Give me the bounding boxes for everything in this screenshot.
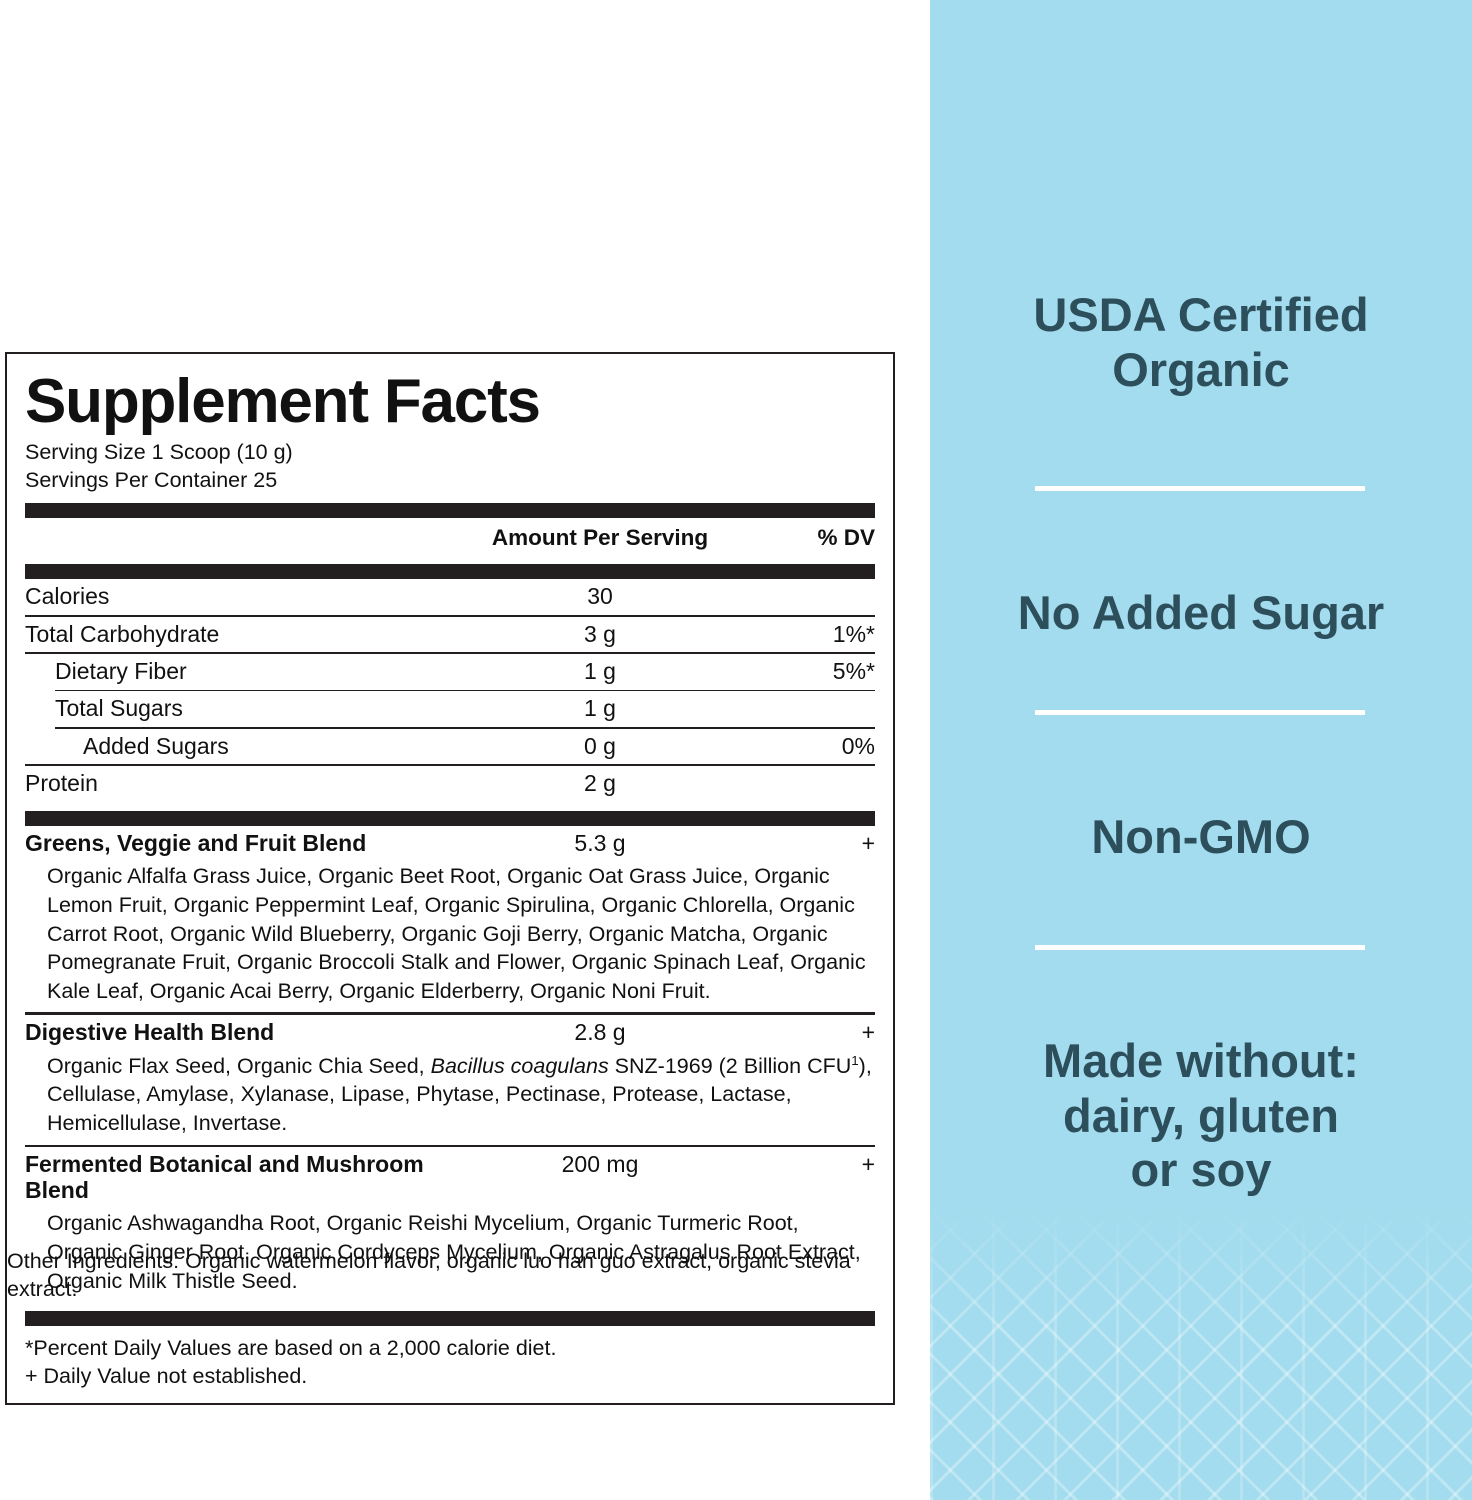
table-row: Calories 30 [25, 579, 875, 615]
nutrient-amount: 3 g [584, 620, 616, 647]
row-divider [55, 689, 875, 692]
ingredients-mid: SNZ-1969 (2 Billion CFU [608, 1053, 852, 1078]
nutrition-table: Amount Per Serving % DV [25, 518, 875, 558]
table-row: Dietary Fiber 1 g 5%* [25, 654, 875, 690]
nutrient-row-total-sugars: Total Sugars 1 g [25, 691, 875, 727]
supplement-facts-pane: Supplement Facts Serving Size 1 Scoop (1… [5, 352, 895, 1406]
nutrient-dv: 0% [841, 732, 875, 759]
nutrient-label: Dietary Fiber [55, 657, 187, 684]
blends-separator-bar [25, 810, 875, 826]
footnote-daily-values: *Percent Daily Values are based on a 2,0… [25, 1336, 557, 1361]
blend-header-greens: Greens, Veggie and Fruit Blend 5.3 g + [25, 826, 875, 862]
servings-per-container-text: Servings Per Container 25 [25, 467, 278, 492]
nutrient-amount: 30 [587, 583, 613, 610]
table-row: Added Sugars 0 g 0% [25, 729, 875, 765]
header-separator-bar [25, 503, 875, 519]
nutrient-label: Total Carbohydrate [25, 620, 220, 647]
nutrient-label: Calories [25, 583, 110, 610]
blend-dv: + [861, 1018, 875, 1045]
nutrient-dv [755, 766, 875, 802]
claims-panel: USDA Certified Organic No Added Sugar No… [930, 0, 1472, 1500]
chevron-pattern-decoration [930, 1200, 1472, 1500]
table-row: Protein 2 g [25, 766, 875, 802]
nutrient-dv: 5%* [832, 657, 875, 684]
footnotes-block: *Percent Daily Values are based on a 2,0… [25, 1326, 875, 1403]
nutrient-label: Total Sugars [55, 695, 183, 722]
other-ingredients-text: Other Ingredients: Organic watermelon fl… [7, 1249, 851, 1301]
columns-separator-bar [25, 564, 875, 580]
nutrient-dv [755, 691, 875, 727]
table-row: Digestive Health Blend 2.8 g + [25, 1015, 875, 1051]
ingredients-post: ), Cellulase, Amylase, Xylanase, Lipase,… [47, 1053, 872, 1135]
nutrient-amount: 1 g [584, 695, 616, 722]
claim-usda-certified-organic: USDA Certified Organic [930, 288, 1472, 397]
claim-line: Made without: [1043, 1034, 1359, 1087]
row-divider [25, 615, 875, 617]
nutrient-row-calories: Calories 30 [25, 579, 875, 615]
claim-no-added-sugar: No Added Sugar [930, 586, 1472, 641]
claim-line: Non-GMO [1091, 810, 1311, 863]
footnote-superscript: 1 [851, 1052, 859, 1068]
blend-ingredients-mushroom: Organic Ashwagandha Root, Organic Reishi… [47, 1211, 861, 1293]
claim-line: or soy [1130, 1143, 1272, 1197]
nutrient-dv [755, 579, 875, 615]
claim-non-gmo: Non-GMO [930, 810, 1472, 865]
claim-line: No Added Sugar [1017, 586, 1385, 639]
claim-line: dairy, gluten [1063, 1088, 1339, 1142]
header-amount-per-serving: Amount Per Serving [491, 525, 709, 551]
table-row: Fermented Botanical and Mushroom Blend 2… [25, 1147, 875, 1209]
blend-header-digestive: Digestive Health Blend 2.8 g + [25, 1015, 875, 1051]
serving-size-text: Serving Size 1 Scoop (10 g) [25, 440, 293, 465]
nutrient-dv: 1%* [832, 620, 875, 647]
nutrient-label: Added Sugars [83, 732, 229, 759]
blend-name: Greens, Veggie and Fruit Blend [25, 829, 367, 856]
nutrient-row-protein: Protein 2 g [25, 766, 875, 802]
blend-amount: 5.3 g [574, 829, 626, 856]
supplement-facts-panel: Supplement Facts Serving Size 1 Scoop (1… [5, 352, 895, 1406]
footnote-dv-not-established: + Daily Value not established. [25, 1364, 308, 1389]
row-divider [25, 652, 875, 654]
footnotes-separator-bar [25, 1311, 875, 1327]
blend-amount: 2.8 g [574, 1018, 626, 1045]
header-percent-dv: % DV [817, 525, 875, 551]
nutrient-row-added-sugars: Added Sugars 0 g 0% [25, 729, 875, 765]
blend-name: Digestive Health Blend [25, 1018, 275, 1045]
table-header-row: Amount Per Serving % DV [25, 518, 875, 558]
table-row: Total Carbohydrate 3 g 1%* [25, 617, 875, 653]
claim-line: Organic [1112, 342, 1290, 396]
row-divider [55, 727, 875, 729]
blend-header-mushroom: Fermented Botanical and Mushroom Blend 2… [25, 1147, 875, 1209]
claim-divider [1035, 710, 1365, 715]
blend-ingredients-digestive: Organic Flax Seed, Organic Chia Seed, Ba… [25, 1051, 875, 1145]
blend-dv: + [861, 1150, 875, 1177]
nutrient-amount: 2 g [584, 769, 616, 796]
nutrient-amount: 1 g [584, 657, 616, 684]
claim-divider [1035, 486, 1365, 491]
blend-name: Fermented Botanical and Mushroom Blend [25, 1150, 424, 1203]
ingredients-pre: Organic Flax Seed, Organic Chia Seed, [47, 1053, 431, 1078]
claim-line: USDA Certified [1033, 288, 1369, 341]
claim-made-without: Made without: dairy, gluten or soy [930, 1034, 1472, 1198]
row-divider [25, 764, 875, 766]
supplement-facts-title: Supplement Facts [25, 367, 541, 436]
nutrient-row-total-carbohydrate: Total Carbohydrate 3 g 1%* [25, 617, 875, 653]
blend-divider [25, 1144, 875, 1147]
nutrient-label: Protein [25, 769, 98, 796]
blend-amount: 200 mg [561, 1150, 639, 1177]
table-row: Greens, Veggie and Fruit Blend 5.3 g + [25, 826, 875, 862]
nutrient-amount: 0 g [584, 732, 616, 759]
claim-divider [1035, 945, 1365, 950]
nutrient-row-dietary-fiber: Dietary Fiber 1 g 5%* [25, 654, 875, 690]
blend-divider [25, 1012, 875, 1015]
table-row: Total Sugars 1 g [25, 691, 875, 727]
blend-dv: + [861, 829, 875, 856]
species-name-italic: Bacillus coagulans [430, 1053, 609, 1078]
blend-ingredients-greens: Organic Alfalfa Grass Juice, Organic Bee… [47, 864, 866, 1003]
header-blank [25, 518, 445, 558]
